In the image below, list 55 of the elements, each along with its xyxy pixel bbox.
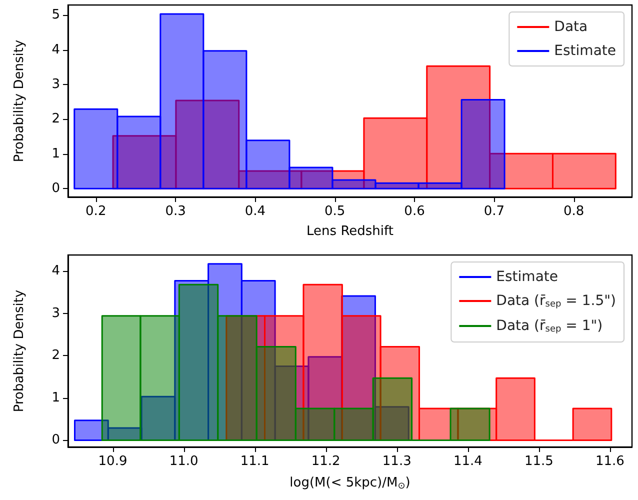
bar	[552, 152, 616, 190]
bar	[246, 140, 290, 190]
y-tick-label: 4	[52, 42, 60, 58]
bar	[572, 408, 612, 441]
x-tick-label: 11.6	[596, 454, 624, 469]
y-tick-label: 2	[52, 112, 60, 127]
x-tick-label: 0.6	[404, 204, 425, 219]
legend-label: Data	[554, 19, 588, 35]
x-tick-label: 11.0	[169, 454, 198, 469]
bar	[372, 377, 413, 441]
y-tick-label: 1	[52, 390, 60, 406]
bar	[202, 50, 248, 190]
x-tick-label: 0.4	[244, 204, 266, 219]
y-tick-label: 4	[52, 264, 60, 279]
bar	[418, 182, 462, 190]
bar	[116, 116, 162, 190]
bar	[294, 408, 336, 441]
bar	[450, 408, 490, 441]
bar	[140, 315, 180, 441]
bar	[334, 408, 374, 441]
y-tick-label: 5	[52, 8, 60, 23]
bar	[374, 182, 420, 190]
y-tick-label: 0	[52, 432, 60, 448]
x-tick-label: 0.8	[564, 204, 584, 219]
x-tick-label: 11.3	[382, 454, 412, 469]
bar	[332, 179, 376, 190]
bar	[256, 346, 296, 441]
y-tick-label: 3	[52, 306, 60, 321]
y-axis-title: Probability Density	[12, 290, 27, 412]
x-tick-label: 0.3	[165, 204, 186, 219]
legend-label: Estimate	[496, 269, 558, 285]
x-tick-label: 0.5	[324, 204, 346, 219]
x-tick-label: 0.7	[484, 204, 505, 219]
x-axis-title: log(M(< 5kpc)/M⊙)	[290, 476, 410, 492]
y-tick-label: 2	[52, 348, 60, 364]
y-tick-label: 1	[52, 146, 60, 162]
y-tick-label: 0	[52, 181, 60, 196]
x-tick-label: 11.1	[240, 454, 270, 469]
bar	[160, 13, 204, 190]
x-tick-label: 10.9	[98, 454, 128, 469]
y-tick-label: 3	[52, 77, 60, 92]
bar	[496, 377, 536, 441]
bar	[217, 315, 258, 441]
x-tick-label: 11.5	[524, 454, 554, 469]
y-axis-title: Probability Density	[12, 40, 27, 162]
x-tick-label: 11.2	[311, 454, 340, 469]
x-tick-label: 0.2	[86, 204, 106, 219]
bar	[288, 166, 334, 190]
legend-label: Estimate	[554, 43, 616, 59]
bar	[178, 284, 219, 441]
bar	[74, 108, 118, 190]
x-axis-title: Lens Redshift	[306, 224, 394, 239]
bar	[101, 315, 142, 441]
bar	[460, 99, 506, 190]
x-tick-label: 11.4	[453, 454, 482, 469]
